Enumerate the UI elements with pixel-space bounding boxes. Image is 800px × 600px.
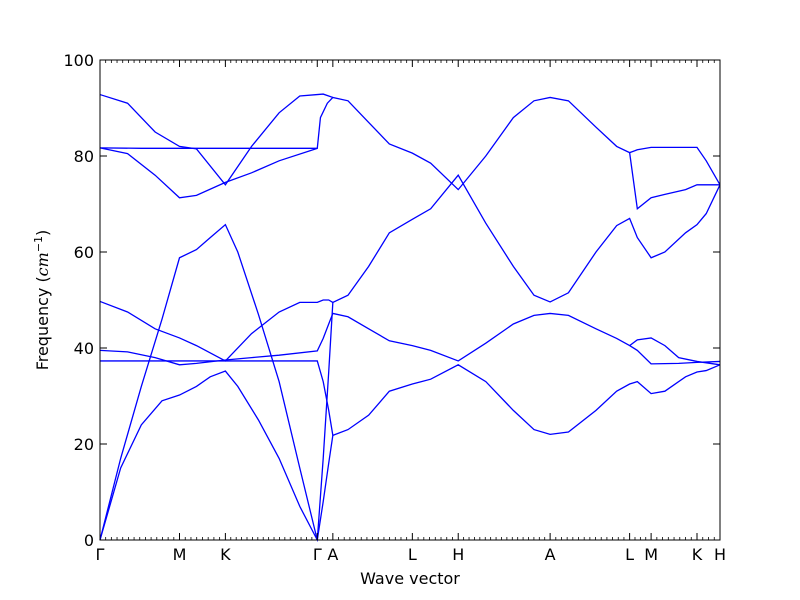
x-tick-label-H: H — [714, 545, 726, 564]
plot-frame — [99, 59, 721, 541]
y-axis: 0 20 40 60 80 100 — [63, 51, 720, 550]
x-axis-label: Wave vector — [360, 569, 460, 588]
x-tick-label-M: M — [644, 545, 658, 564]
band-line-3 — [100, 360, 334, 436]
x-tick-label-A: A — [327, 545, 338, 564]
x-tick-label-H: H — [452, 545, 464, 564]
y-tick-label: 0 — [84, 531, 94, 550]
bands-group — [99, 93, 721, 543]
y-axis-label-unit: cm — [33, 252, 52, 276]
band-line-5 — [99, 299, 334, 362]
y-axis-label: Frequency (cm−1) — [32, 230, 53, 371]
y-tick-label: 40 — [74, 339, 94, 358]
band-line-4 — [99, 312, 721, 366]
x-tick-label-L: L — [625, 545, 634, 564]
y-tick-label: 100 — [63, 51, 94, 70]
band-line-1 — [99, 364, 721, 543]
x-tick-label-L: L — [408, 545, 417, 564]
x-tick-label-Γ: Γ — [96, 545, 105, 564]
band-line-7 — [99, 147, 318, 199]
x-tick-label-K: K — [692, 545, 703, 564]
y-tick-label: 20 — [74, 435, 94, 454]
x-tick-label-A: A — [545, 545, 556, 564]
band-line-9 — [628, 152, 720, 211]
y-axis-label-exponent: −1 — [32, 236, 45, 252]
y-tick-label: 60 — [74, 243, 94, 262]
x-tick-label-Γ: Γ — [313, 545, 322, 564]
band-line-6 — [99, 96, 721, 191]
band-line-10 — [629, 337, 721, 366]
band-line-2 — [99, 174, 721, 541]
y-axis-label-close: ) — [33, 230, 52, 236]
band-line-8 — [99, 93, 334, 186]
x-tick-label-K: K — [220, 545, 231, 564]
y-axis-label-text: Frequency ( — [33, 276, 52, 370]
x-tick-label-M: M — [173, 545, 187, 564]
y-tick-label: 80 — [74, 147, 94, 166]
